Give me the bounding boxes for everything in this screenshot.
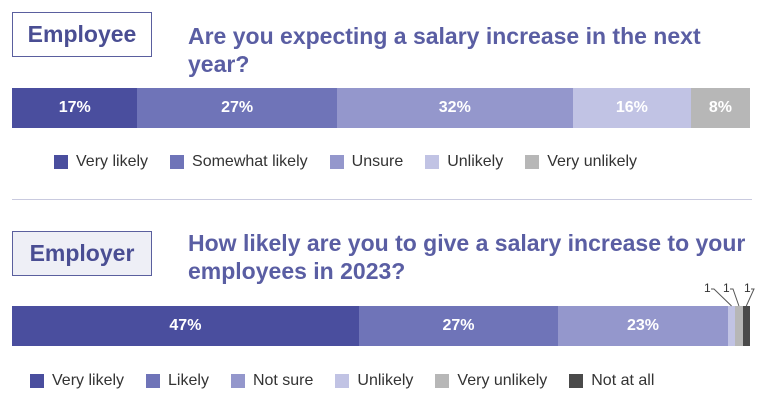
employee-legend: Very likely Somewhat likely Unsure Unlikely… (54, 153, 659, 171)
employer-small-data-label: 1 (723, 281, 730, 295)
employer-legend-swatch (335, 374, 350, 388)
employee-legend-label: Somewhat likely (192, 153, 308, 170)
employee-panel-label: Employee (12, 12, 152, 57)
employee-legend-item-very-unlikely: Very unlikely (525, 153, 637, 171)
employer-bar-segment-not-at-all (742, 306, 750, 346)
employee-legend-swatch (525, 155, 540, 169)
employee-bar-segment-somewhat-likely: 27% (137, 88, 337, 128)
employer-bar-segment-likely: 27% (358, 306, 559, 346)
employer-legend-label: Very likely (52, 372, 125, 389)
employee-legend-item-very-likely: Very likely (54, 153, 148, 171)
employer-legend-swatch (569, 374, 584, 388)
employer-data-label: 27% (442, 317, 475, 334)
employee-legend-label: Very likely (76, 153, 149, 170)
employer-legend-item-likely: Likely (146, 372, 209, 390)
employer-panel-label: Employer (12, 231, 152, 276)
employee-bar-segment-unsure: 32% (336, 88, 573, 128)
employee-data-label: 32% (438, 99, 471, 116)
employer-legend: Very likely Likely Not sure Unlikely Very un… (30, 372, 676, 390)
employer-bar-segment-unlikely (727, 306, 736, 346)
employee-legend-item-unlikely: Unlikely (425, 153, 503, 171)
employer-legend-label: Not sure (252, 372, 314, 389)
employee-bar-segment-very-unlikely: 8% (690, 88, 750, 128)
employee-panel: Employee Are you expecting a salary incr… (0, 0, 775, 195)
employer-question-title: How likely are you to give a salary incr… (188, 230, 746, 284)
employer-small-data-label: 1 (704, 281, 711, 295)
section-divider (12, 199, 752, 200)
employee-legend-swatch (54, 155, 68, 169)
employer-legend-swatch (230, 374, 245, 388)
employee-data-label: 27% (221, 99, 254, 116)
employer-legend-item-very-unlikely: Very unlikely (435, 372, 547, 390)
employee-legend-swatch (425, 155, 440, 169)
employer-legend-swatch (146, 374, 161, 388)
employer-legend-item-not-sure: Not sure (230, 372, 314, 390)
employee-data-label: 16% (615, 99, 648, 116)
employer-legend-item-very-likely: Very likely (30, 372, 124, 390)
employer-legend-swatch (435, 374, 450, 388)
employee-stacked-bar: 17% 27% 32% 16% 8% (12, 88, 750, 128)
employer-leader-line (711, 288, 732, 307)
employer-legend-item-not-at-all: Not at all (569, 372, 654, 390)
employer-bar-segment-very-likely: 47% (12, 306, 359, 346)
employer-legend-label: Unlikely (357, 372, 414, 389)
employer-stacked-bar: 47% 27% 23% (12, 306, 750, 346)
employer-legend-label: Likely (168, 372, 209, 389)
employer-small-data-label: 1 (744, 281, 751, 295)
employer-data-label: 47% (169, 317, 202, 334)
employee-data-label: 17% (58, 99, 91, 116)
employee-bar-segment-very-likely: 17% (12, 88, 138, 128)
employee-legend-swatch (170, 155, 185, 169)
employee-data-label: 8% (708, 99, 733, 116)
employee-legend-item-somewhat-likely: Somewhat likely (170, 153, 308, 171)
employee-bar-segment-unlikely: 16% (572, 88, 691, 128)
employer-data-label: 23% (626, 317, 659, 334)
employer-legend-item-unlikely: Unlikely (335, 372, 413, 390)
employee-legend-item-unsure: Unsure (329, 153, 404, 171)
employee-legend-label: Unsure (351, 153, 404, 170)
employer-bar-segment-very-unlikely (735, 306, 743, 346)
employee-legend-label: Unlikely (447, 153, 504, 170)
employee-legend-swatch (329, 155, 344, 169)
employer-legend-swatch (30, 374, 44, 388)
employer-leader-line (730, 288, 740, 307)
employee-question-title: Are you expecting a salary increase in t… (188, 23, 701, 77)
employer-bar-segment-not-sure: 23% (558, 306, 728, 346)
employer-panel: Employer How likely are you to give a sa… (0, 205, 775, 420)
employer-legend-label: Very unlikely (457, 372, 548, 389)
employee-legend-label: Very unlikely (547, 153, 638, 170)
employer-legend-label: Not at all (591, 372, 655, 389)
employer-leader-line (745, 288, 755, 307)
